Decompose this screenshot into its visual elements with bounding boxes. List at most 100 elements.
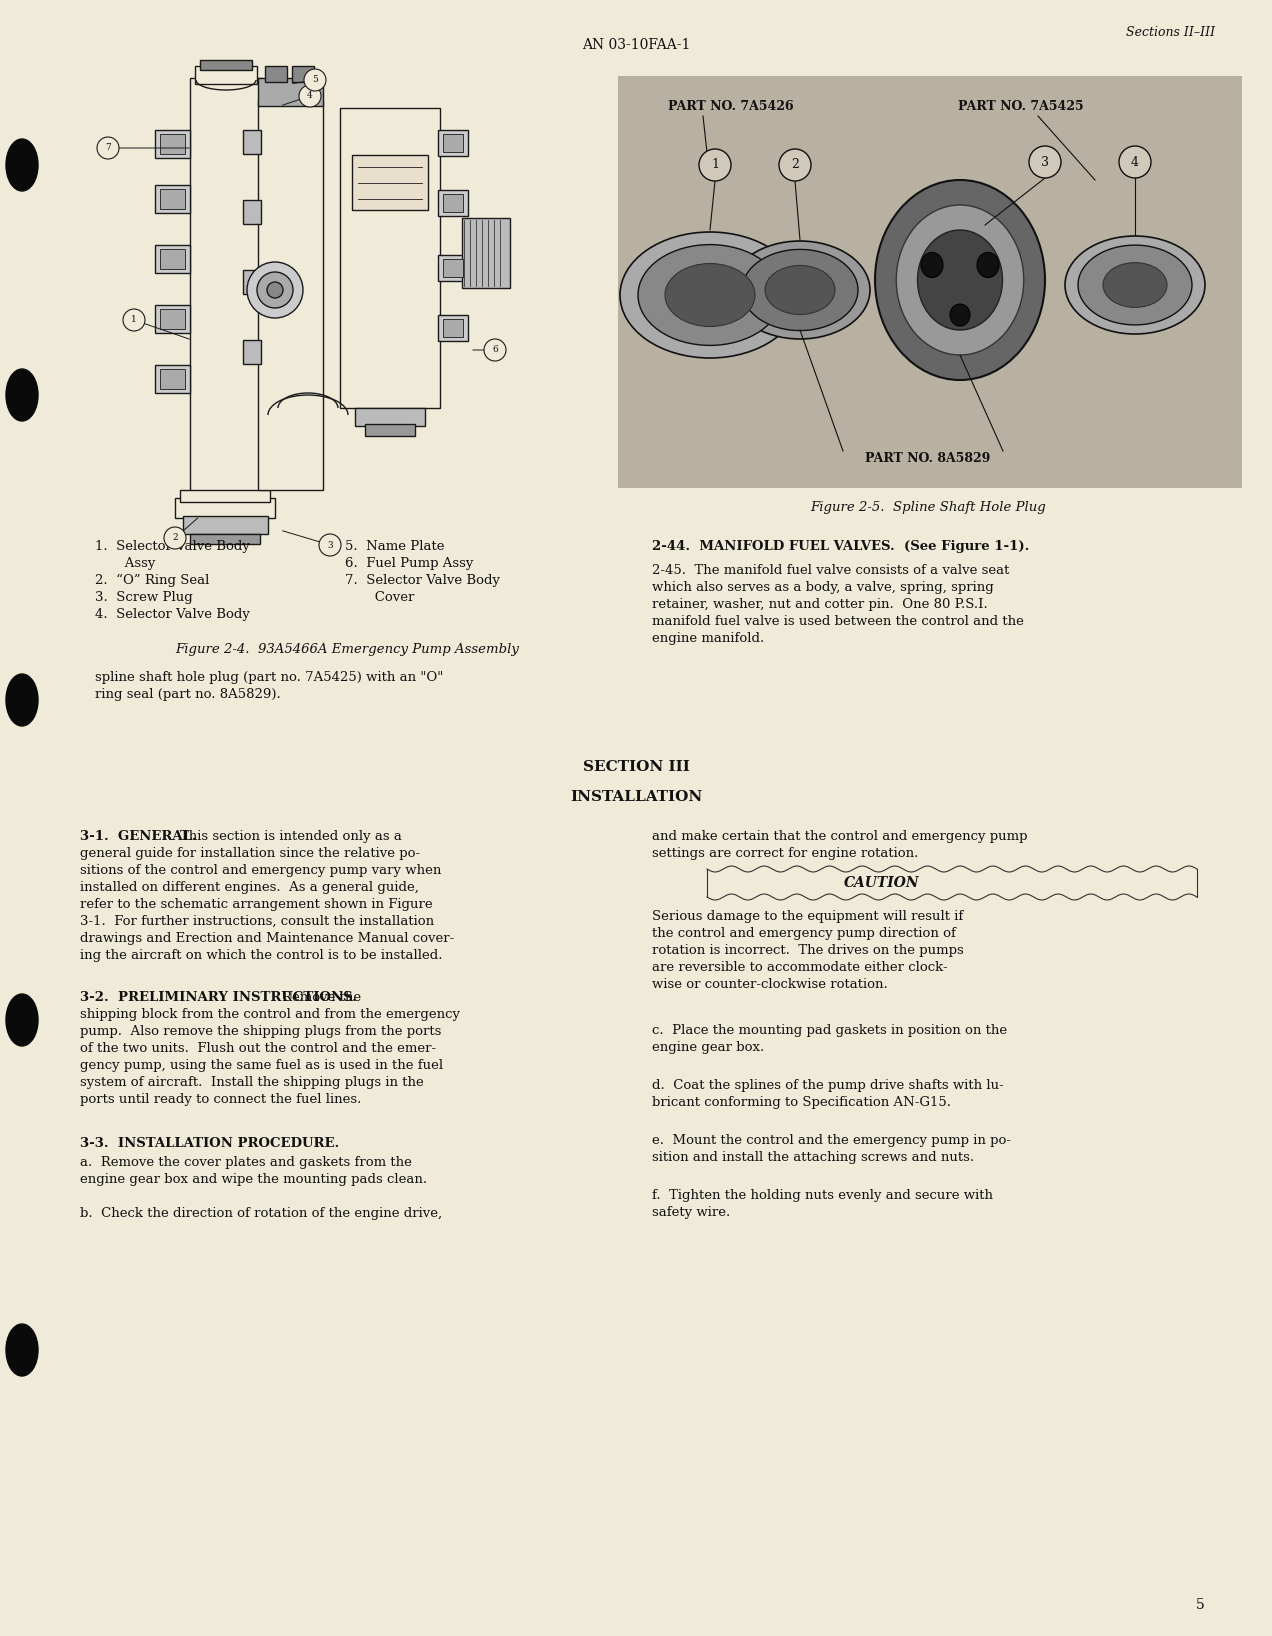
Ellipse shape	[6, 674, 38, 726]
Text: 1: 1	[131, 316, 137, 324]
Text: spline shaft hole plug (part no. 7A5425) with an "O": spline shaft hole plug (part no. 7A5425)…	[95, 671, 443, 684]
Ellipse shape	[639, 245, 782, 345]
Text: 3-2.  PRELIMINARY INSTRUCTIONS.: 3-2. PRELIMINARY INSTRUCTIONS.	[80, 991, 357, 1005]
Bar	[258, 100, 323, 491]
Ellipse shape	[917, 231, 1002, 330]
Bar	[438, 316, 468, 340]
Text: general guide for installation since the relative po-: general guide for installation since the…	[80, 847, 420, 861]
Ellipse shape	[6, 370, 38, 420]
Bar	[183, 515, 268, 533]
Circle shape	[257, 272, 293, 308]
Ellipse shape	[6, 995, 38, 1045]
Bar	[443, 258, 463, 276]
Text: installed on different engines.  As a general guide,: installed on different engines. As a gen…	[80, 882, 418, 893]
Text: system of aircraft.  Install the shipping plugs in the: system of aircraft. Install the shipping…	[80, 1076, 424, 1090]
Text: b.  Check the direction of rotation of the engine drive,: b. Check the direction of rotation of th…	[80, 1207, 443, 1220]
Bar	[365, 424, 415, 437]
Text: 3-1.  For further instructions, consult the installation: 3-1. For further instructions, consult t…	[80, 915, 434, 928]
Circle shape	[319, 533, 341, 556]
Bar	[243, 340, 261, 363]
Bar	[160, 309, 184, 329]
Text: and make certain that the control and emergency pump: and make certain that the control and em…	[653, 829, 1028, 843]
Text: Assy: Assy	[95, 556, 155, 569]
Ellipse shape	[1065, 236, 1205, 334]
Circle shape	[97, 137, 120, 159]
Text: Serious damage to the equipment will result if: Serious damage to the equipment will res…	[653, 910, 963, 923]
Text: SECTION III: SECTION III	[583, 761, 689, 774]
Text: engine gear box.: engine gear box.	[653, 1040, 764, 1054]
Bar	[355, 407, 425, 425]
Text: 3: 3	[1040, 155, 1049, 169]
Text: Remove the: Remove the	[282, 991, 361, 1005]
Circle shape	[123, 309, 145, 330]
Bar	[195, 65, 257, 83]
Text: safety wire.: safety wire.	[653, 1206, 730, 1219]
Text: ing the aircraft on which the control is to be installed.: ing the aircraft on which the control is…	[80, 949, 443, 962]
Text: the control and emergency pump direction of: the control and emergency pump direction…	[653, 928, 955, 941]
Text: 7.  Selector Valve Body: 7. Selector Valve Body	[345, 574, 500, 587]
Ellipse shape	[1103, 263, 1166, 308]
Text: Cover: Cover	[345, 591, 415, 604]
Text: ports until ready to connect the fuel lines.: ports until ready to connect the fuel li…	[80, 1093, 361, 1106]
Bar	[160, 249, 184, 268]
Ellipse shape	[1077, 245, 1192, 326]
Ellipse shape	[665, 263, 756, 327]
Text: 6: 6	[492, 345, 497, 355]
Text: shipping block from the control and from the emergency: shipping block from the control and from…	[80, 1008, 460, 1021]
Bar	[155, 129, 190, 159]
Circle shape	[247, 262, 303, 317]
Bar	[243, 200, 261, 224]
Text: refer to the schematic arrangement shown in Figure: refer to the schematic arrangement shown…	[80, 898, 432, 911]
Bar	[462, 218, 510, 288]
Text: of the two units.  Flush out the control and the emer-: of the two units. Flush out the control …	[80, 1042, 436, 1055]
Circle shape	[485, 339, 506, 362]
Text: 1.  Selector Valve Body: 1. Selector Valve Body	[95, 540, 249, 553]
Text: 5: 5	[312, 75, 318, 85]
Ellipse shape	[6, 139, 38, 191]
Bar	[438, 190, 468, 216]
Ellipse shape	[6, 1324, 38, 1376]
Text: PART NO. 7A5426: PART NO. 7A5426	[668, 100, 794, 113]
Bar	[160, 370, 184, 389]
Ellipse shape	[875, 180, 1046, 380]
Text: wise or counter-clockwise rotation.: wise or counter-clockwise rotation.	[653, 978, 888, 991]
Bar	[181, 491, 270, 502]
Ellipse shape	[619, 232, 800, 358]
Circle shape	[700, 149, 731, 182]
Text: 2.  “O” Ring Seal: 2. “O” Ring Seal	[95, 574, 210, 587]
Text: sition and install the attaching screws and nuts.: sition and install the attaching screws …	[653, 1152, 974, 1163]
Ellipse shape	[977, 252, 999, 278]
Circle shape	[778, 149, 812, 182]
Text: which also serves as a body, a valve, spring, spring: which also serves as a body, a valve, sp…	[653, 581, 993, 594]
Bar	[443, 134, 463, 152]
Circle shape	[304, 69, 326, 92]
Circle shape	[1119, 146, 1151, 178]
Text: PART NO. 7A5425: PART NO. 7A5425	[958, 100, 1084, 113]
Text: PART NO. 8A5829: PART NO. 8A5829	[865, 452, 991, 465]
Text: 1: 1	[711, 159, 719, 172]
Bar	[340, 108, 440, 407]
Text: Sections II–III: Sections II–III	[1126, 26, 1215, 39]
Circle shape	[299, 85, 321, 106]
Text: 3-3.  INSTALLATION PROCEDURE.: 3-3. INSTALLATION PROCEDURE.	[80, 1137, 340, 1150]
Text: gency pump, using the same fuel as is used in the fuel: gency pump, using the same fuel as is us…	[80, 1058, 443, 1072]
Text: c.  Place the mounting pad gaskets in position on the: c. Place the mounting pad gaskets in pos…	[653, 1024, 1007, 1037]
Text: engine gear box and wipe the mounting pads clean.: engine gear box and wipe the mounting pa…	[80, 1173, 427, 1186]
Text: This section is intended only as a: This section is intended only as a	[181, 829, 402, 843]
Bar	[243, 129, 261, 154]
Text: manifold fuel valve is used between the control and the: manifold fuel valve is used between the …	[653, 615, 1024, 628]
Text: Figure 2-4.  93A5466A Emergency Pump Assembly: Figure 2-4. 93A5466A Emergency Pump Asse…	[176, 643, 519, 656]
Circle shape	[164, 527, 186, 550]
Text: 3-1.  GENERAL.: 3-1. GENERAL.	[80, 829, 197, 843]
Text: d.  Coat the splines of the pump drive shafts with lu-: d. Coat the splines of the pump drive sh…	[653, 1080, 1004, 1091]
Bar	[176, 497, 275, 519]
Bar	[200, 61, 252, 70]
Bar	[190, 533, 259, 545]
Circle shape	[267, 281, 282, 298]
Text: 3: 3	[327, 540, 333, 550]
Text: rotation is incorrect.  The drives on the pumps: rotation is incorrect. The drives on the…	[653, 944, 964, 957]
Bar	[160, 134, 184, 154]
Bar	[155, 365, 190, 393]
Ellipse shape	[764, 265, 834, 314]
Text: retainer, washer, nut and cotter pin.  One 80 P.S.I.: retainer, washer, nut and cotter pin. On…	[653, 599, 988, 610]
